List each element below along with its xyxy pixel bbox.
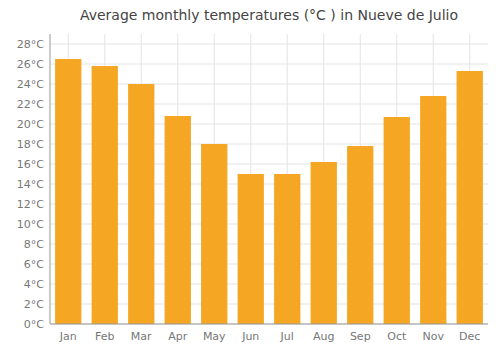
bar — [92, 66, 118, 324]
y-tick-label: 24°C — [17, 78, 44, 91]
x-tick-label: Jan — [59, 330, 77, 343]
bar — [201, 144, 227, 324]
y-tick-label: 0°C — [24, 318, 44, 331]
bar — [128, 84, 154, 324]
bar — [55, 59, 81, 324]
bar — [274, 174, 300, 324]
y-axis-line — [50, 34, 51, 324]
x-tick-label: Jun — [241, 330, 259, 343]
y-grid-line — [50, 64, 488, 65]
x-tick-label: Apr — [168, 330, 188, 343]
y-grid-line — [50, 44, 488, 45]
x-tick-label: Oct — [387, 330, 407, 343]
x-tick-label: Aug — [313, 330, 334, 343]
x-tick-label: Dec — [459, 330, 480, 343]
y-tick-label: 14°C — [17, 178, 44, 191]
x-tick-label: Nov — [423, 330, 445, 343]
y-tick-label: 6°C — [24, 258, 44, 271]
bar — [384, 117, 410, 324]
chart-container: Average monthly temperatures (°C ) in Nu… — [0, 0, 500, 350]
y-tick-label: 2°C — [24, 298, 44, 311]
x-tick-label: Jul — [280, 330, 294, 343]
y-tick-label: 18°C — [17, 138, 44, 151]
y-tick-label: 20°C — [17, 118, 44, 131]
y-tick-label: 12°C — [17, 198, 44, 211]
x-tick-label: Sep — [350, 330, 371, 343]
x-tick-label: Feb — [95, 330, 114, 343]
bars — [55, 59, 483, 324]
y-grid-line — [50, 324, 488, 325]
y-tick-label: 26°C — [17, 58, 44, 71]
bar — [238, 174, 264, 324]
x-tick-label: May — [203, 330, 226, 343]
y-tick-label: 4°C — [24, 278, 44, 291]
y-tick-label: 16°C — [17, 158, 44, 171]
page: {"chart_data": {"type": "bar", "title": … — [0, 0, 500, 350]
x-tick-label: Mar — [131, 330, 152, 343]
title: Average monthly temperatures (°C ) in Nu… — [80, 7, 458, 23]
y-tick-label: 22°C — [17, 98, 44, 111]
y-tick-label: 8°C — [24, 238, 44, 251]
bar — [311, 162, 337, 324]
grid — [50, 34, 488, 324]
chart: Average monthly temperatures (°C ) in Nu… — [0, 0, 500, 350]
bar — [457, 71, 483, 324]
y-tick-label: 10°C — [17, 218, 44, 231]
bar — [347, 146, 373, 324]
x-axis-line — [50, 324, 488, 325]
bar — [165, 116, 191, 324]
y-tick-label: 28°C — [17, 38, 44, 51]
bar — [420, 96, 446, 324]
